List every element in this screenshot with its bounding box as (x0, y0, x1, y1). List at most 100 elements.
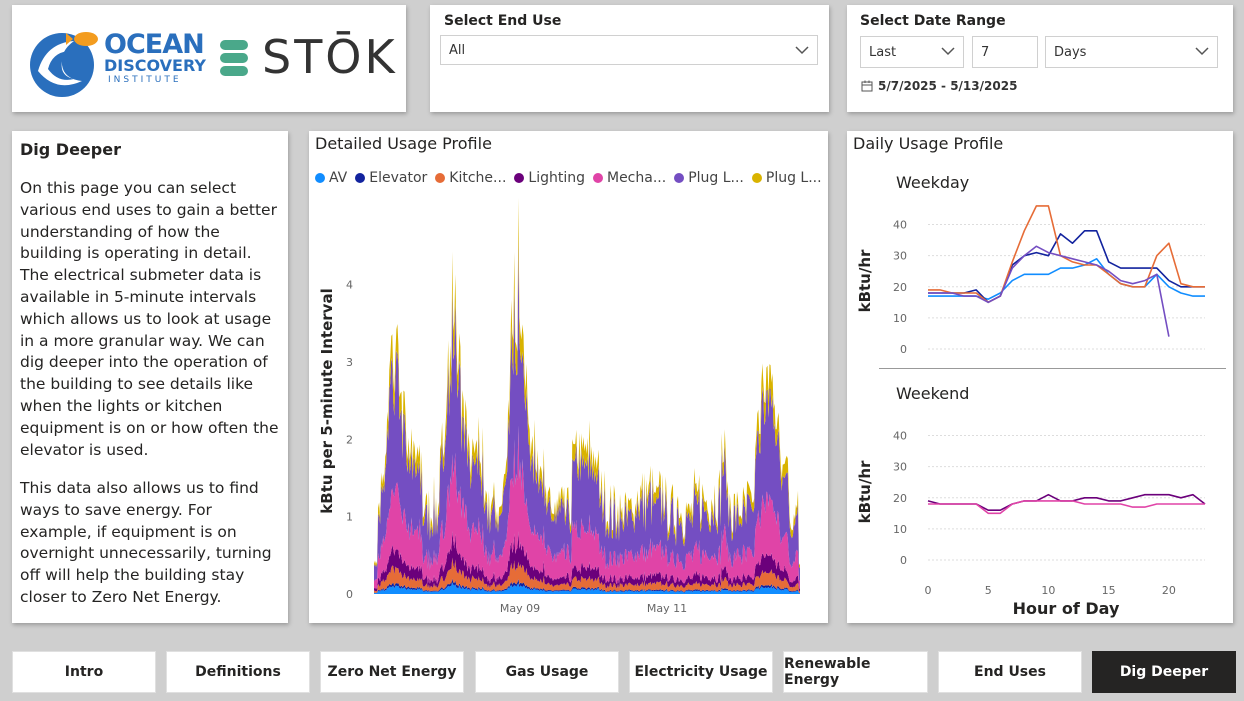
weekend-y-axis-label: kBtu/hr (856, 460, 874, 523)
x-tick-label: 10 (1041, 584, 1055, 597)
nav-button-definitions[interactable]: Definitions (166, 651, 310, 693)
legend-item[interactable]: Kitche... (435, 170, 506, 186)
chevron-down-icon (1195, 47, 1209, 56)
nav-button-intro[interactable]: Intro (12, 651, 156, 693)
x-tick-label: 0 (925, 584, 932, 597)
legend-label: AV (329, 170, 348, 186)
area-series (374, 197, 800, 569)
weekend-chart-title: Weekend (896, 384, 970, 403)
y-tick-label: 0 (900, 343, 907, 356)
y-tick-label: 10 (893, 523, 907, 536)
y-tick-label: 10 (893, 312, 907, 325)
area-series (374, 531, 800, 592)
y-tick-label: 2 (346, 433, 353, 446)
nav-button-end-uses[interactable]: End Uses (938, 651, 1082, 693)
area-series (374, 582, 800, 594)
y-tick-label: 1 (346, 511, 353, 524)
x-tick-label: May 11 (647, 602, 687, 615)
y-tick-label: 40 (893, 219, 907, 232)
date-range-text: 5/7/2025 - 5/13/2025 (878, 79, 1018, 93)
date-unit-value: Days (1054, 45, 1087, 60)
y-tick-label: 20 (893, 281, 907, 294)
legend-label: Plug L... (765, 170, 822, 186)
detailed-usage-title: Detailed Usage Profile (315, 134, 492, 153)
date-mode-value: Last (869, 45, 897, 60)
line-series (928, 500, 1205, 515)
ocean-logo-line2: DISCOVERY (104, 56, 207, 75)
detailed-usage-legend: AV Elevator Kitche... Lighting Mecha... Plug … (315, 168, 830, 187)
line-series (928, 205, 1205, 304)
dig-deeper-intro-card: Dig Deeper On this page you can select v… (12, 131, 288, 623)
date-filter-label: Select Date Range (860, 13, 1006, 29)
legend-item[interactable]: Lighting (514, 170, 585, 186)
chevron-down-icon (795, 46, 809, 55)
x-tick-label: 5 (985, 584, 992, 597)
nav-button-dig-deeper[interactable]: Dig Deeper (1092, 651, 1236, 693)
date-count-input[interactable]: 7 (972, 36, 1038, 68)
nav-button-electricity-usage[interactable]: Electricity Usage (629, 651, 773, 693)
date-filter-card: Select Date Range Last 7 Days 5/7/2025 -… (847, 5, 1233, 112)
date-mode-dropdown[interactable]: Last (860, 36, 964, 68)
legend-dot-icon (592, 173, 603, 183)
date-count-value: 7 (981, 45, 990, 60)
legend-dot-icon (315, 173, 325, 183)
end-use-filter-card: Select End Use All (430, 5, 829, 112)
y-tick-label: 30 (893, 461, 907, 474)
legend-item[interactable]: AV (315, 170, 347, 186)
legend-label: Lighting (528, 170, 585, 186)
legend-dot-icon (751, 173, 762, 183)
y-tick-label: 0 (346, 588, 353, 601)
chevron-down-icon (941, 47, 955, 56)
y-tick-label: 4 (346, 279, 353, 292)
y-tick-label: 0 (900, 554, 907, 567)
area-series (374, 238, 800, 581)
area-series (374, 578, 800, 594)
legend-label: Kitche... (449, 170, 507, 186)
x-tick-label: May 09 (500, 602, 540, 615)
legend-item[interactable]: Plug L... (751, 170, 822, 186)
x-tick-label: 20 (1162, 584, 1176, 597)
calendar-icon (861, 80, 873, 92)
weekend-chart: kBtu/hr Hour of Day 0 10 20 30 40 0 5 10 15 20 (856, 430, 1206, 618)
daily-usage-card: Daily Usage Profile Weekday Weekend kBtu… (847, 131, 1233, 623)
date-unit-dropdown[interactable]: Days (1045, 36, 1218, 68)
end-use-filter-label: Select End Use (444, 13, 562, 29)
y-tick-label: 20 (893, 492, 907, 505)
weekend-x-axis-label: Hour of Day (1013, 599, 1120, 618)
weekday-y-axis-label: kBtu/hr (856, 249, 874, 312)
end-use-dropdown-value: All (449, 43, 466, 58)
nav-button-zero-net-energy[interactable]: Zero Net Energy (320, 651, 464, 693)
legend-label: Mecha... (606, 170, 667, 186)
end-use-dropdown[interactable]: All (440, 35, 818, 65)
line-series (927, 493, 1206, 511)
ocean-discovery-logo-icon (30, 32, 98, 97)
stok-logo-text: STŌK (262, 30, 398, 84)
chart-divider (879, 368, 1226, 369)
weekday-chart-title: Weekday (896, 173, 970, 192)
y-tick-label: 40 (893, 430, 907, 443)
detailed-usage-chart: kBtu per 5-minute Interval 0 1 2 3 4 May 09 M… (318, 197, 800, 615)
area-series (374, 425, 800, 589)
ocean-logo-line3: INSTITUTE (108, 75, 182, 85)
y-tick-label: 3 (346, 356, 353, 369)
legend-item[interactable]: Mecha... (592, 170, 667, 186)
legend-item[interactable]: Elevator (355, 170, 427, 186)
legend-dot-icon (674, 173, 685, 183)
legend-dot-icon (435, 173, 446, 183)
legend-dot-icon (514, 173, 525, 183)
ocean-logo-line1: OCEAN (104, 29, 205, 60)
nav-button-gas-usage[interactable]: Gas Usage (475, 651, 619, 693)
legend-label: Plug L... (688, 170, 744, 186)
logo-card: OCEAN DISCOVERY INSTITUTE STŌK (12, 5, 406, 112)
detailed-usage-card: Detailed Usage Profile AV Elevator Kitche.… (309, 131, 828, 623)
legend-item[interactable]: Plug L... (674, 170, 744, 186)
legend-dot-icon (355, 173, 366, 183)
daily-usage-title: Daily Usage Profile (853, 134, 1004, 153)
stok-logo-icon (220, 40, 248, 76)
nav-button-renewable-energy[interactable]: Renewable Energy (783, 651, 928, 693)
area-series (374, 557, 800, 593)
intro-paragraph-2: This data also allows us to find ways to… (20, 479, 272, 606)
weekday-chart: kBtu/hr 0 10 20 30 40 (856, 205, 1205, 356)
legend-label: Elevator (369, 170, 428, 186)
x-tick-label: 15 (1102, 584, 1116, 597)
